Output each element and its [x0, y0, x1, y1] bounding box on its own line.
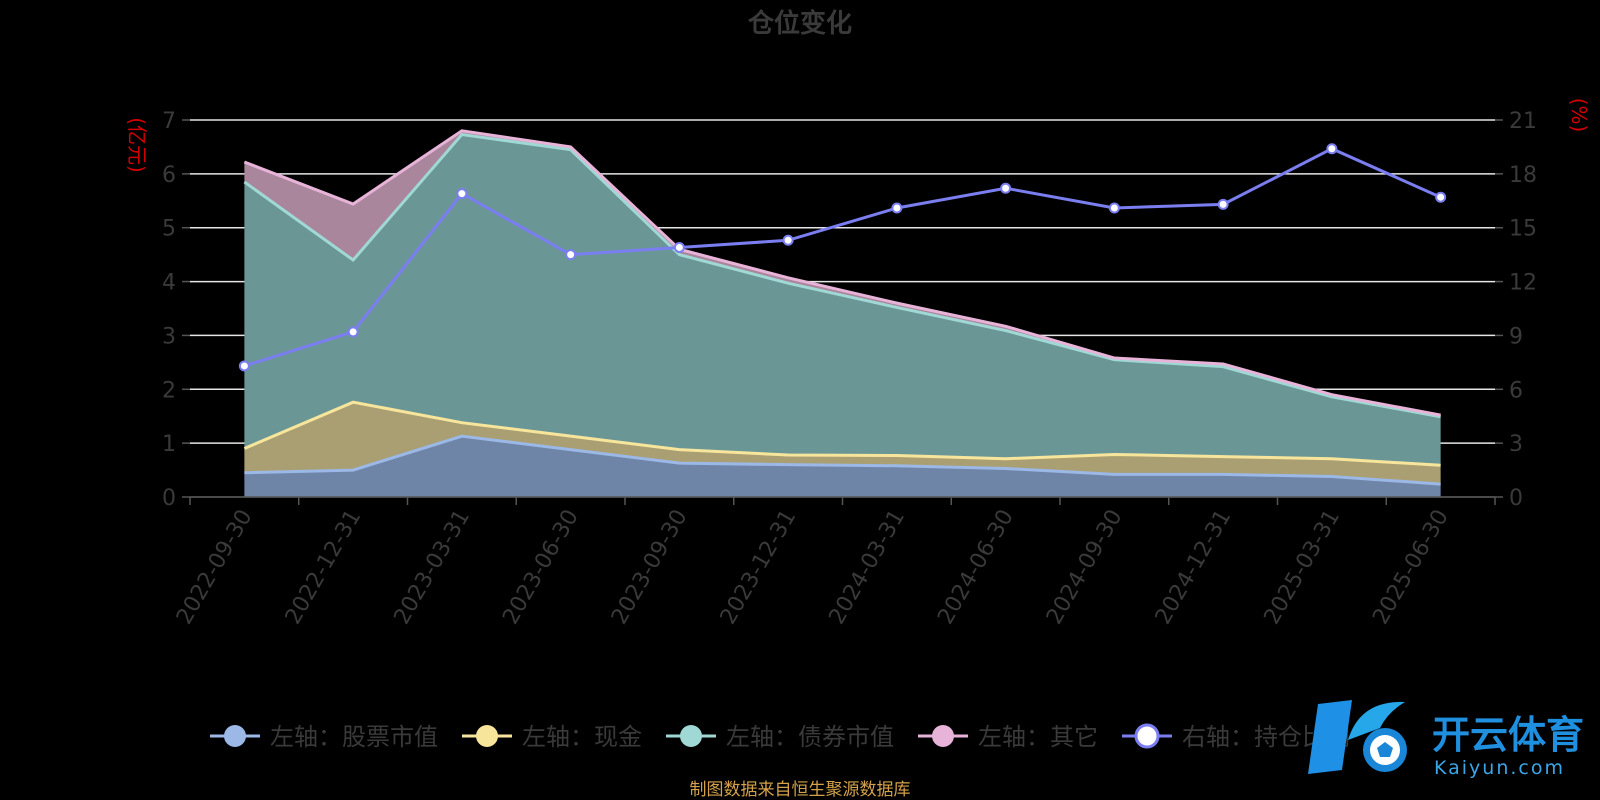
- x-tick-label: 2023-12-31: [716, 506, 802, 629]
- source-note: 制图数据来自恒生聚源数据库: [690, 780, 911, 800]
- legend-item[interactable]: 左轴：其它: [918, 723, 1098, 751]
- x-tick-label: 2024-03-31: [824, 506, 910, 629]
- data-point[interactable]: [456, 188, 468, 200]
- data-point[interactable]: [1326, 143, 1338, 155]
- y-tick-label-left: 2: [162, 378, 176, 403]
- right-axis-unit: (%): [1567, 98, 1591, 133]
- series-lines: [238, 129, 1447, 486]
- y-tick-label-right: 18: [1509, 163, 1537, 188]
- y-tick-label-left: 0: [162, 486, 176, 511]
- x-tick-label: 2025-06-30: [1368, 506, 1454, 629]
- y-tick-label-left: 3: [162, 324, 176, 349]
- x-tick-label: 2023-06-30: [498, 506, 584, 629]
- y-tick-label-right: 3: [1509, 432, 1523, 457]
- data-point[interactable]: [782, 234, 794, 246]
- y-tick-label-left: 6: [162, 163, 176, 188]
- y-tick-label-right: 21: [1509, 109, 1537, 134]
- left-axis-unit: (亿元): [125, 117, 149, 173]
- y-tick-label-right: 6: [1509, 378, 1523, 403]
- x-tick-label: 2022-12-31: [281, 506, 367, 629]
- series-line: [243, 132, 1441, 419]
- data-point[interactable]: [673, 241, 685, 253]
- series-line: [243, 400, 1441, 467]
- data-point[interactable]: [565, 249, 577, 261]
- data-point[interactable]: [1108, 202, 1120, 214]
- series-line: [244, 434, 1441, 486]
- legend-item[interactable]: 左轴：债券市值: [666, 723, 894, 751]
- y-tick-label-right: 15: [1509, 217, 1537, 242]
- legend-item[interactable]: 左轴：股票市值: [210, 723, 438, 751]
- y-tick-label-right: 12: [1509, 271, 1537, 296]
- holding-ratio-line: [243, 147, 1442, 368]
- legend-label: 左轴：现金: [522, 723, 642, 751]
- x-tick-label: 2022-09-30: [172, 506, 258, 629]
- x-tick-label: 2024-06-30: [933, 506, 1019, 629]
- y-tick-label-left: 5: [162, 217, 176, 242]
- legend-label: 左轴：债券市值: [726, 723, 894, 751]
- legend-marker: [224, 725, 246, 747]
- right-axis-ticks: 0 3 6 9 12 15 18 21: [1495, 109, 1537, 511]
- x-tick-label: 2024-09-30: [1042, 506, 1128, 629]
- x-tick-label: 2024-12-31: [1151, 506, 1237, 629]
- y-tick-label-left: 4: [162, 271, 176, 296]
- legend-marker: [1134, 723, 1160, 749]
- legend-marker: [476, 725, 498, 747]
- legend: 左轴：股票市值 左轴：现金 左轴：债券市值 左轴：其它 右轴：持仓比例: [210, 723, 1350, 751]
- y-tick-label-left: 7: [162, 109, 176, 134]
- ball-icon: [1308, 700, 1407, 774]
- data-point[interactable]: [238, 360, 250, 372]
- series-line: [243, 129, 1441, 417]
- legend-label: 左轴：其它: [978, 723, 1098, 751]
- data-point[interactable]: [347, 326, 359, 338]
- brand-name-en: Kaiyun.com: [1434, 757, 1565, 779]
- watermark-logo: 开云体育 Kaiyun.com: [1308, 700, 1584, 779]
- legend-item[interactable]: 左轴：现金: [462, 723, 642, 751]
- x-axis-ticks: 2022-09-30 2022-12-31 2023-03-31 2023-06-30…: [172, 506, 1454, 629]
- legend-marker: [932, 725, 954, 747]
- data-point[interactable]: [1217, 198, 1229, 210]
- brand-name-cn: 开云体育: [1432, 713, 1584, 757]
- area-左轴：债券市值: [244, 134, 1441, 466]
- x-tick-label: 2023-03-31: [389, 506, 475, 629]
- y-tick-label-right: 0: [1509, 486, 1523, 511]
- legend-label: 左轴：股票市值: [270, 723, 438, 751]
- left-axis-ticks: 0 1 2 3 4 5 6 7: [162, 109, 190, 511]
- y-tick-label-right: 9: [1509, 324, 1523, 349]
- area-左轴：现金: [244, 402, 1441, 485]
- x-tick-label: 2025-03-31: [1259, 506, 1345, 629]
- chart-title: 仓位变化: [747, 8, 852, 39]
- legend-marker: [680, 725, 702, 747]
- data-point[interactable]: [1000, 182, 1012, 194]
- data-point[interactable]: [891, 202, 903, 214]
- data-point[interactable]: [1435, 191, 1447, 203]
- x-tick-label: 2023-09-30: [607, 506, 693, 629]
- axes: [189, 496, 1496, 505]
- y-tick-label-left: 1: [162, 432, 176, 457]
